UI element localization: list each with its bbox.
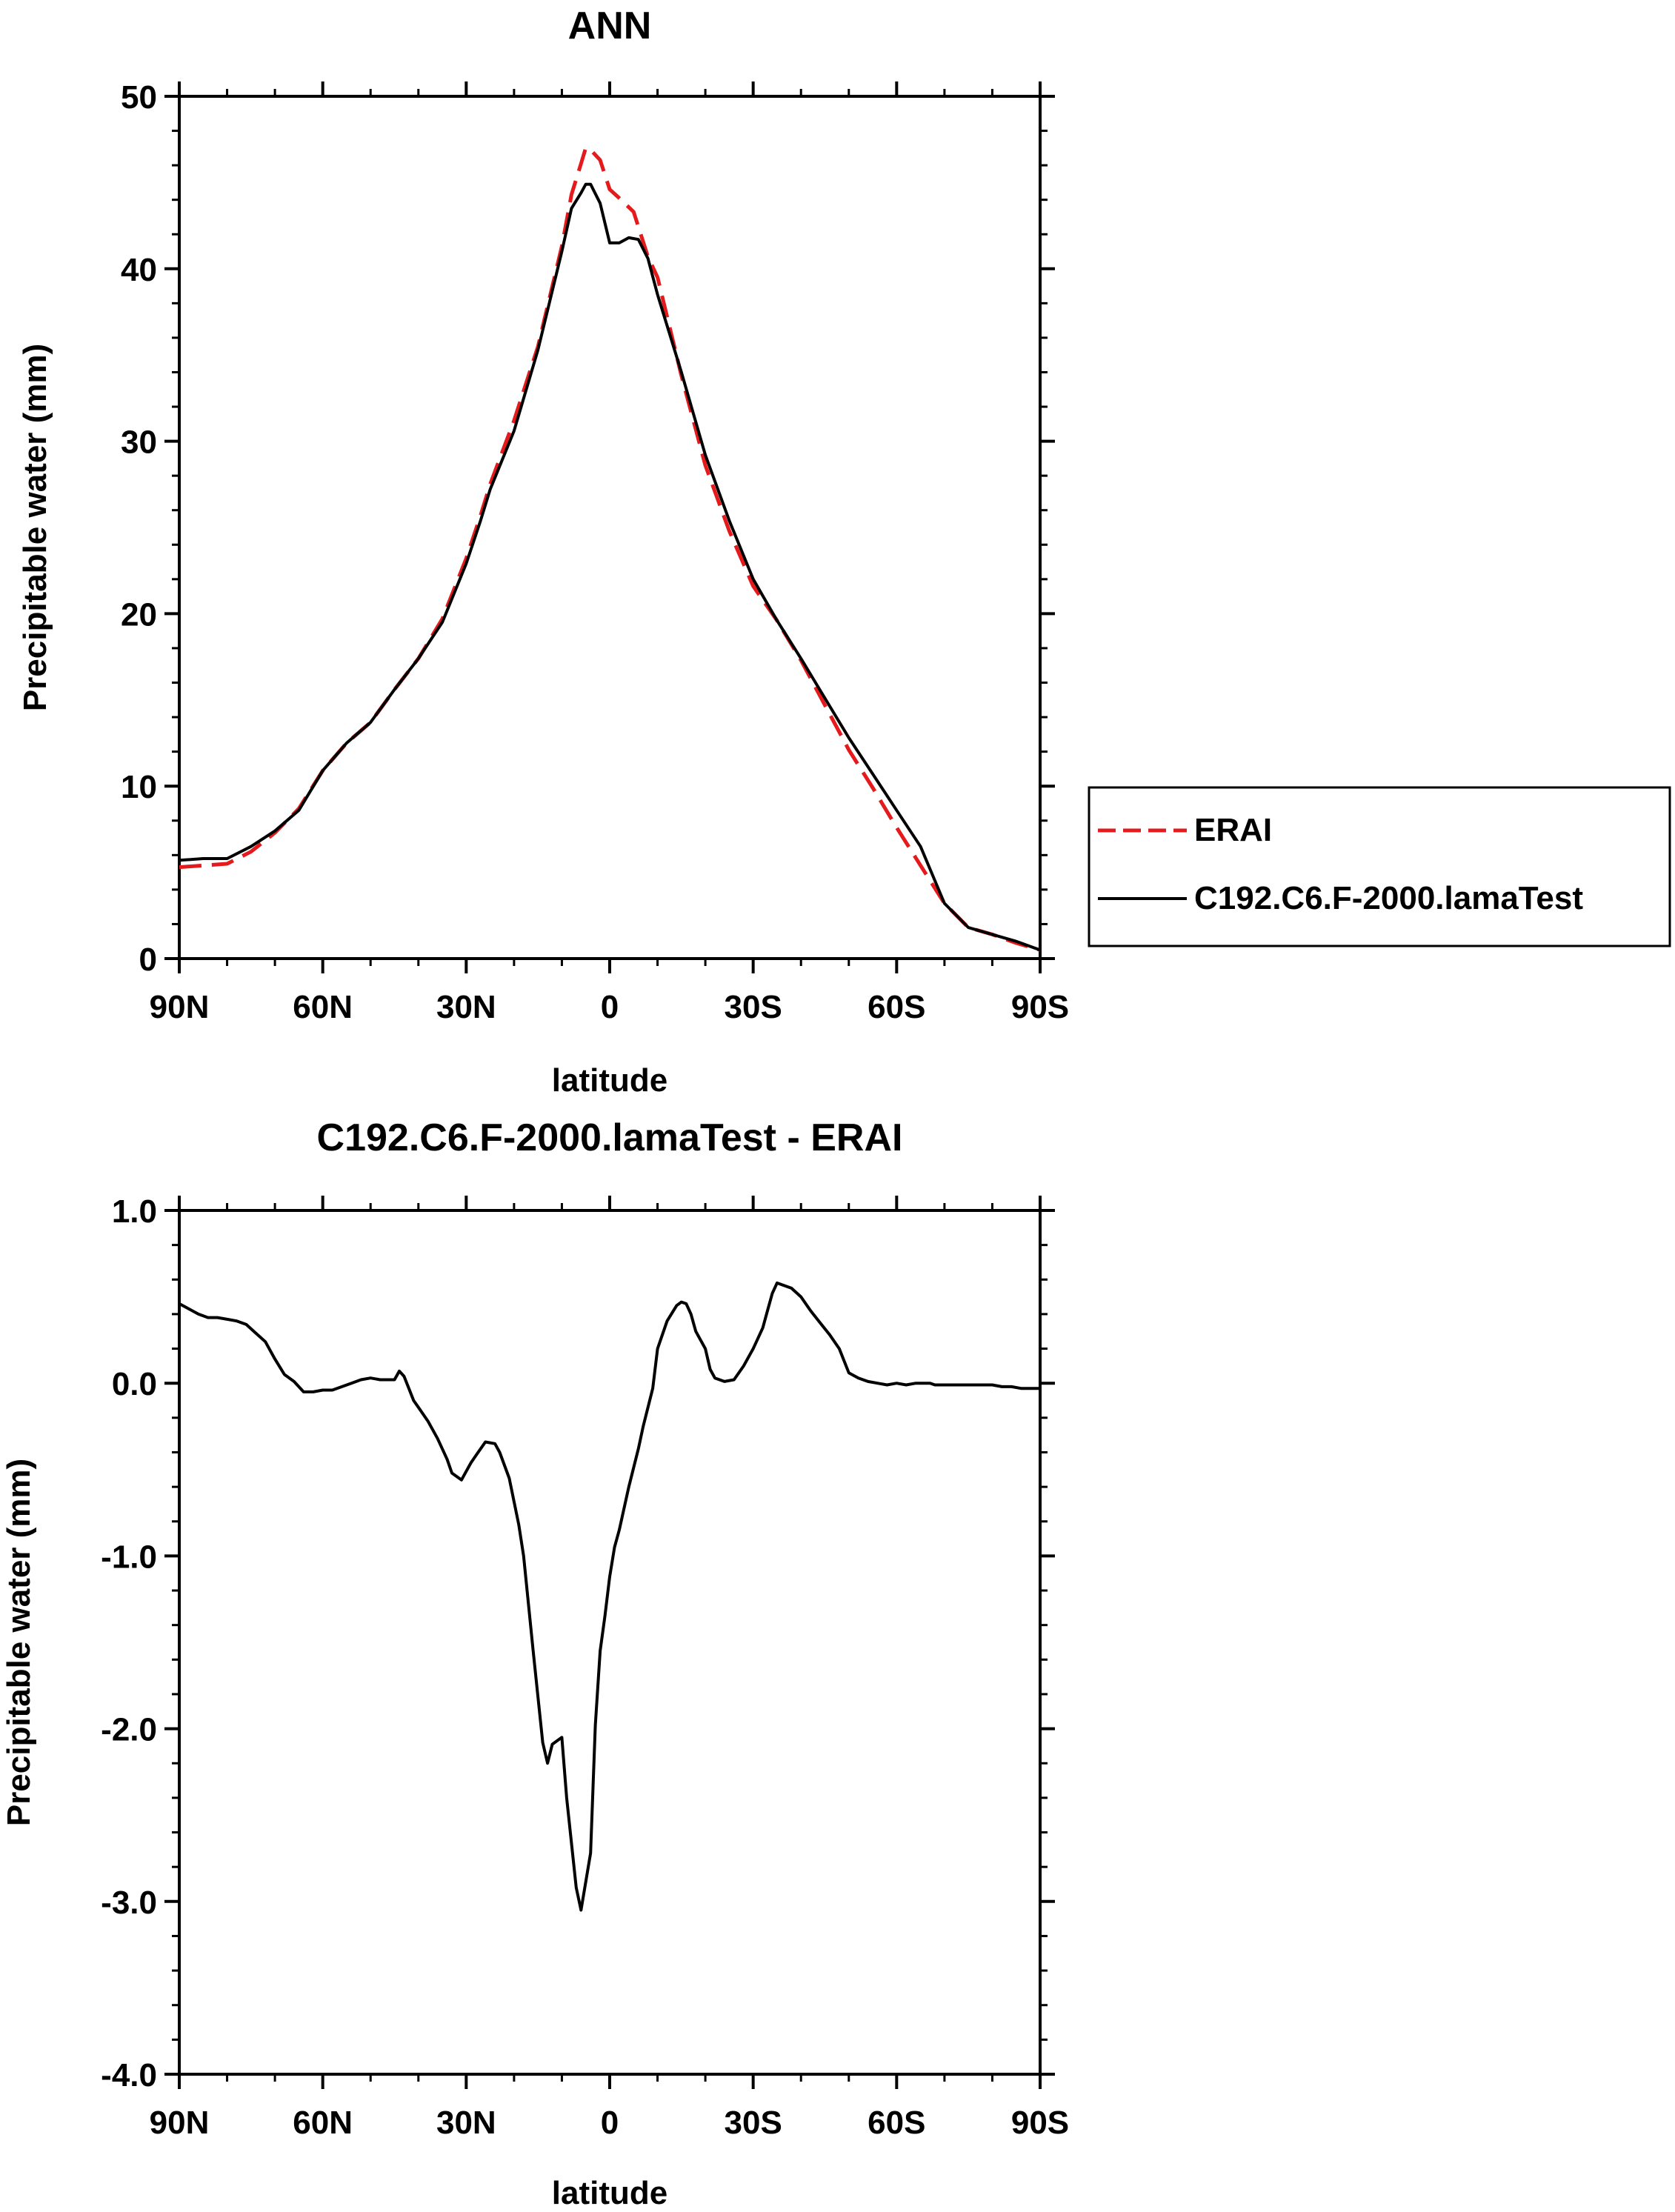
x-tick-label: 90N <box>150 989 210 1025</box>
legend-box <box>1088 786 1671 947</box>
legend-label: C192.C6.F-2000.lamaTest <box>1194 880 1583 916</box>
y-tick-label: -1.0 <box>101 1539 157 1575</box>
x-tick-label: 60N <box>293 989 353 1025</box>
x-tick-label: 0 <box>601 2105 619 2141</box>
legend: ERAI C192.C6.F-2000.lamaTest <box>1088 786 1671 947</box>
x-axis-label: latitude <box>552 1062 667 1099</box>
series-line-c192-c6-f-2000-lamatest <box>179 182 1040 952</box>
y-tick-label: 40 <box>121 252 157 288</box>
x-tick-label: 30N <box>436 989 496 1025</box>
y-axis-label: Precipitable water (mm) <box>17 344 53 711</box>
x-tick-label: 30N <box>436 2105 496 2141</box>
x-tick-label: 60S <box>868 989 925 1025</box>
y-tick-label: 0 <box>139 942 157 978</box>
plot-frame <box>178 1209 1042 2076</box>
x-tick-label: 30S <box>725 989 782 1025</box>
x-tick-label: 60S <box>868 2105 925 2141</box>
chart-title: ANN <box>568 4 652 47</box>
x-tick-label: 90N <box>150 2105 210 2141</box>
y-tick-label: 1.0 <box>112 1193 157 1230</box>
y-tick-label: 0.0 <box>112 1366 157 1402</box>
difference-line <box>179 1281 1040 1912</box>
plot-frame <box>178 95 1042 960</box>
y-tick-label: 50 <box>121 79 157 116</box>
y-tick-label: -2.0 <box>101 1712 157 1748</box>
x-tick-label: 60N <box>293 2105 353 2141</box>
x-axis-label: latitude <box>552 2175 667 2211</box>
y-tick-label: 30 <box>121 424 157 461</box>
y-tick-label: -3.0 <box>101 1885 157 1921</box>
series-line-erai <box>179 146 1040 952</box>
legend-label: ERAI <box>1194 812 1272 848</box>
y-tick-label: 20 <box>121 596 157 633</box>
x-tick-label: 30S <box>725 2105 782 2141</box>
top-panel-annual-precipitable-water: ANN 90N 60N 30N 0 30S 60S 90S 0 10 20 30 40 50 latitud… <box>17 4 1671 1099</box>
x-tick-label: 90S <box>1011 2105 1069 2141</box>
y-axis-label: Precipitable water (mm) <box>1 1459 37 1826</box>
chart-title: C192.C6.F-2000.lamaTest - ERAI <box>317 1116 903 1159</box>
x-tick-label: 0 <box>601 989 619 1025</box>
y-tick-label: -4.0 <box>101 2057 157 2093</box>
y-tick-label: 10 <box>121 769 157 805</box>
x-tick-label: 90S <box>1011 989 1069 1025</box>
bottom-panel-difference: C192.C6.F-2000.lamaTest - ERAI 90N 60N 30N 0… <box>1 1116 1069 2211</box>
